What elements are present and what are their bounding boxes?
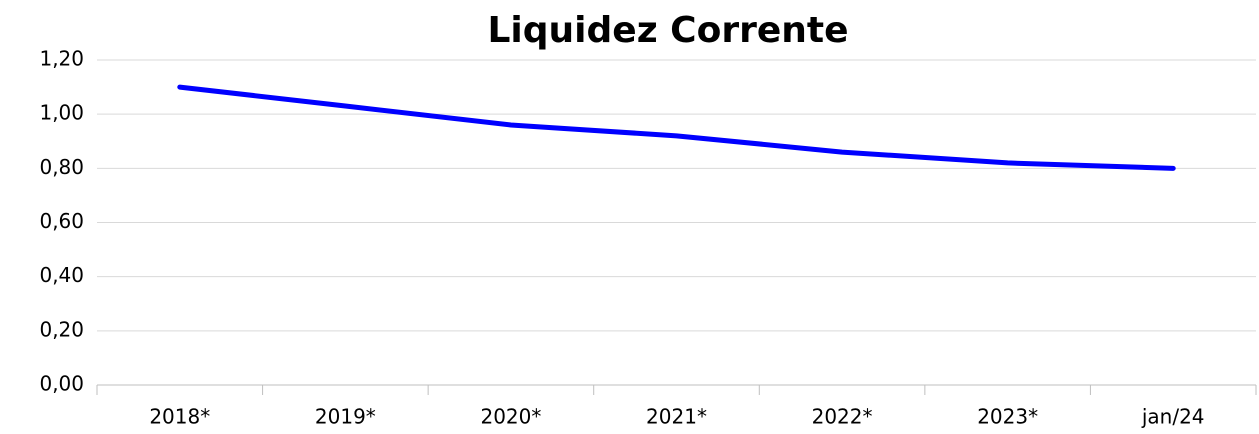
x-tick-label: 2022*	[812, 405, 873, 429]
x-tick-label: 2021*	[646, 405, 707, 429]
chart-title: Liquidez Corrente	[487, 10, 848, 51]
y-tick-label: 1,00	[39, 101, 84, 125]
x-tick-label: jan/24	[1141, 405, 1205, 429]
x-tick-label: 2020*	[480, 405, 541, 429]
y-tick-label: 0,20	[39, 317, 84, 341]
y-tick-label: 0,40	[39, 263, 84, 287]
y-tick-label: 1,20	[39, 47, 84, 71]
x-tick-label: 2023*	[977, 405, 1038, 429]
x-tick-label: 2019*	[315, 405, 376, 429]
y-tick-label: 0,60	[39, 209, 84, 233]
line	[177, 84, 1176, 171]
y-tick-label: 0,00	[39, 372, 84, 396]
x-tick-label: 2018*	[149, 405, 210, 429]
y-tick-label: 0,80	[39, 155, 84, 179]
